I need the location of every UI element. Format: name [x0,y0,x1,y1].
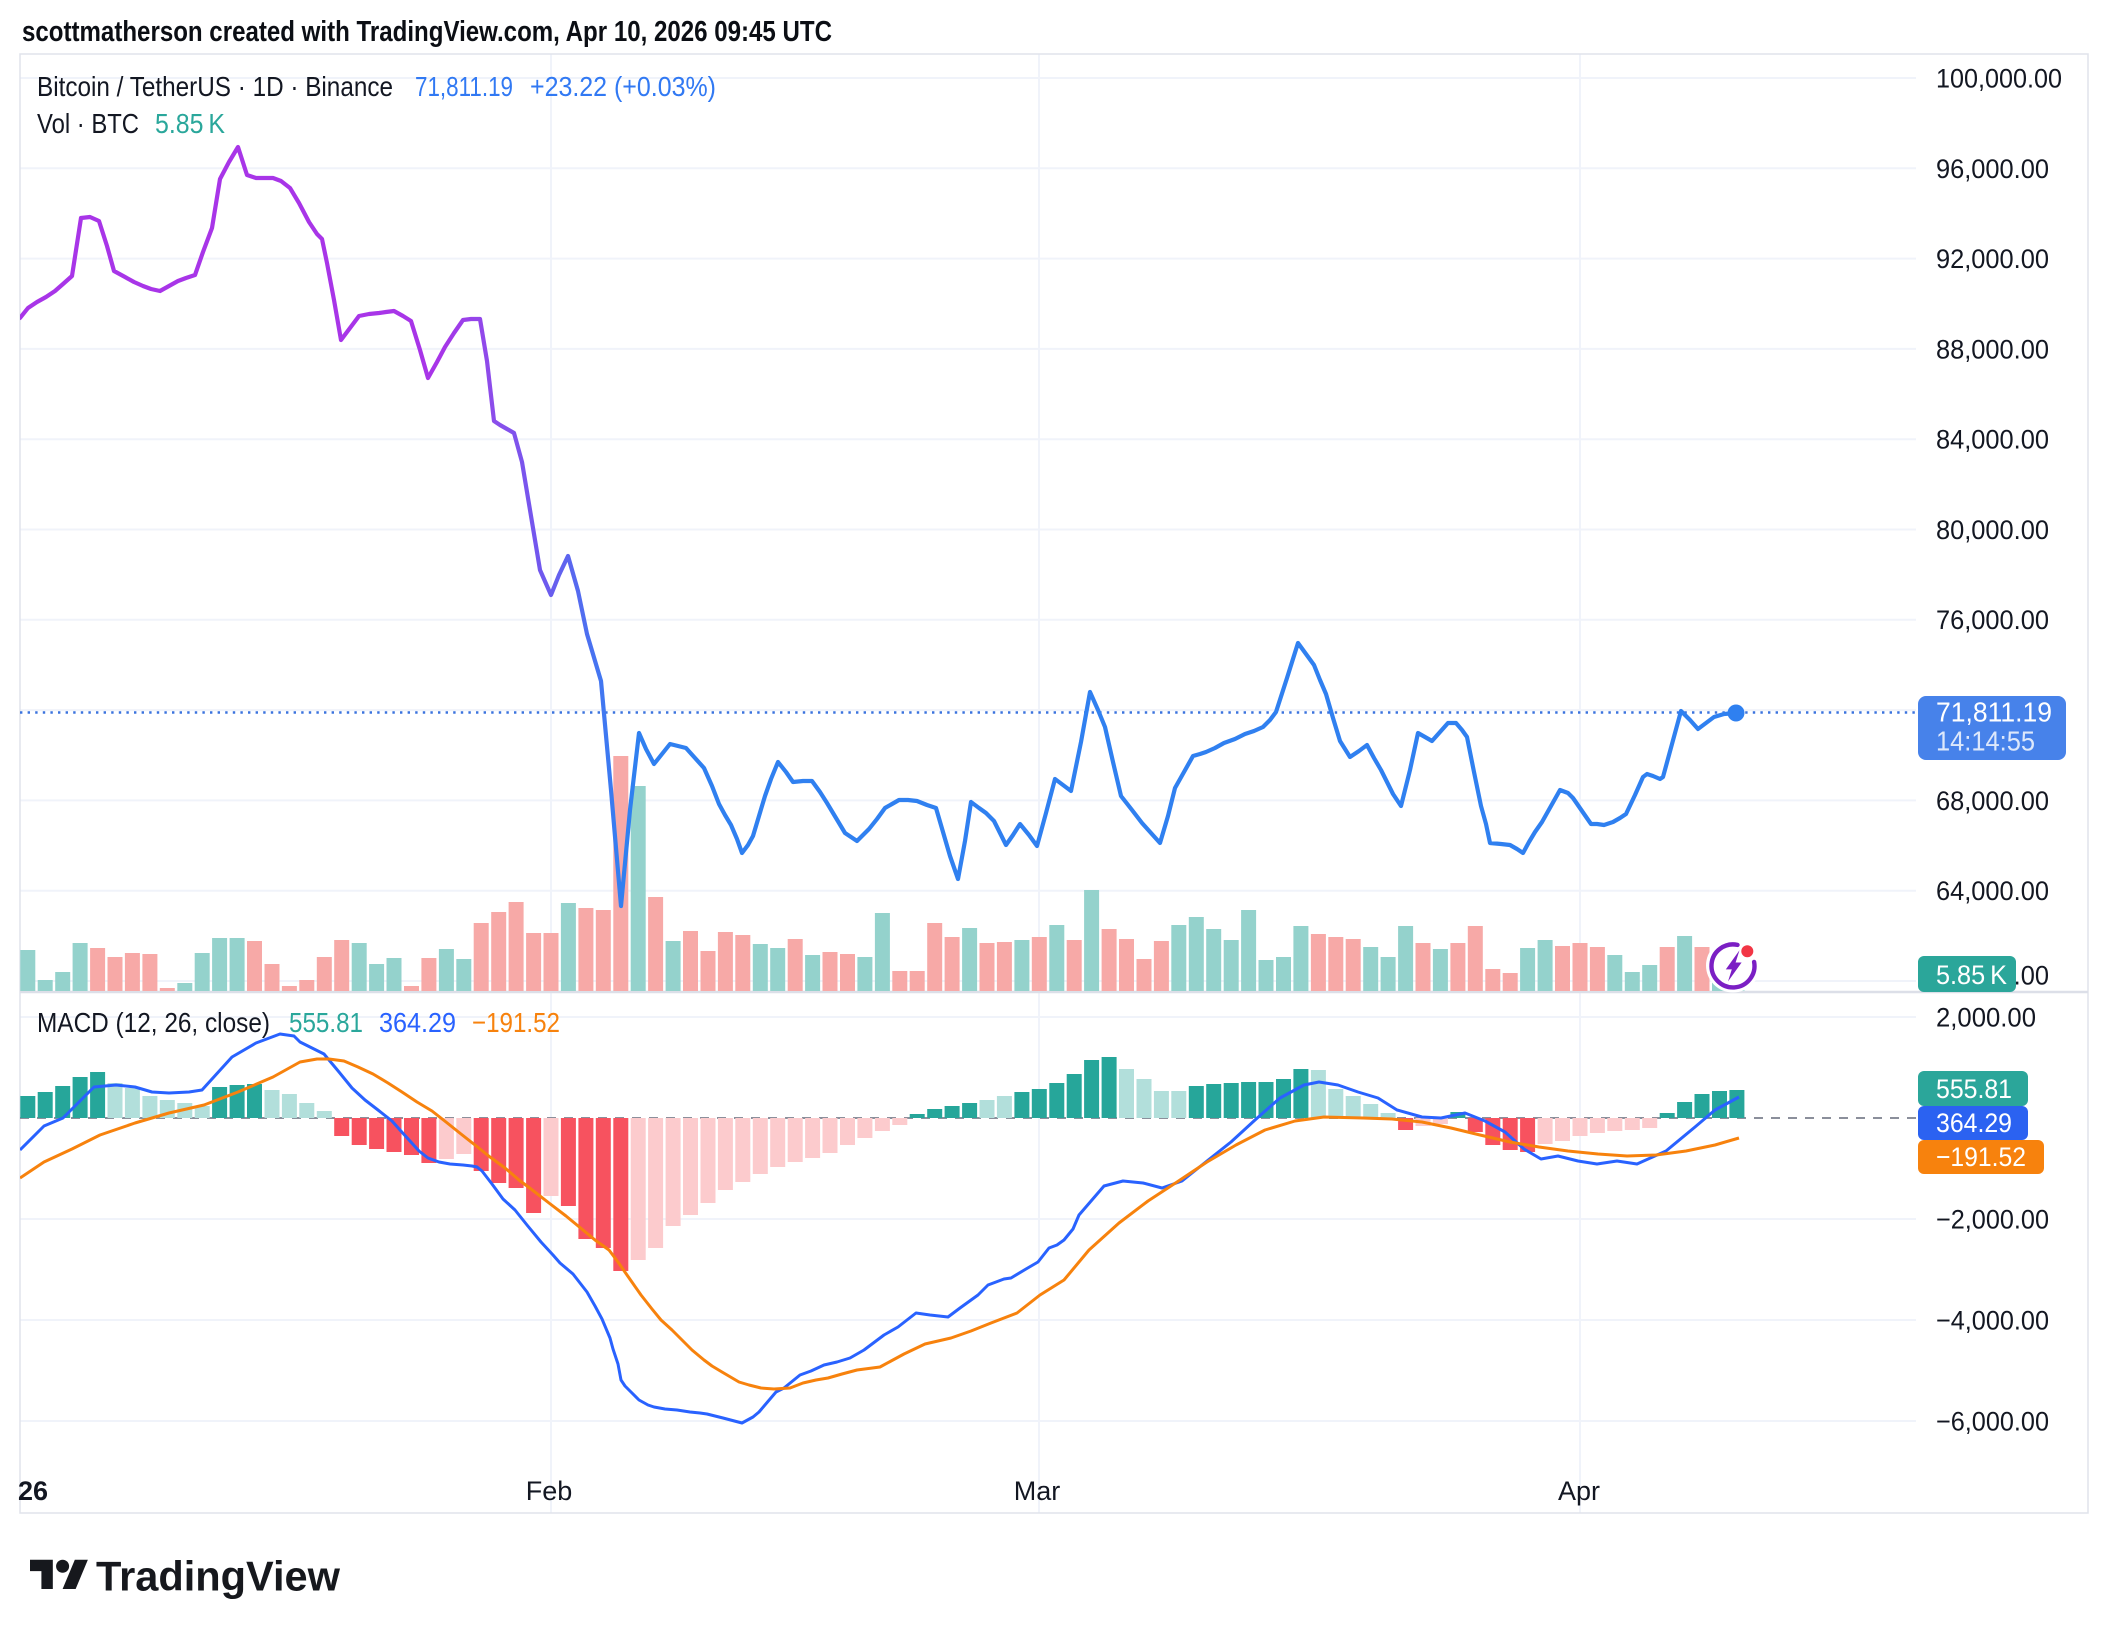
svg-text:26: 26 [18,1476,48,1506]
svg-text:Vol · BTC: Vol · BTC [37,108,139,139]
svg-text:71,811.19: 71,811.19 [1936,697,2052,728]
svg-text:68,000.00: 68,000.00 [1936,786,2049,816]
svg-text:Feb: Feb [526,1476,573,1506]
svg-text:Mar: Mar [1014,1476,1061,1506]
svg-text:80,000.00: 80,000.00 [1936,515,2049,545]
svg-text:100,000.00: 100,000.00 [1936,64,2062,94]
svg-text:555.81: 555.81 [1936,1074,2012,1104]
svg-text:92,000.00: 92,000.00 [1936,244,2049,274]
svg-text:−191.52: −191.52 [1936,1142,2026,1172]
svg-text:−191.52: −191.52 [472,1007,560,1038]
svg-text:−4,000.00: −4,000.00 [1936,1306,2049,1336]
svg-text:scottmatherson created with Tr: scottmatherson created with TradingView.… [22,16,832,48]
svg-text:Bitcoin / TetherUS · 1D · Bina: Bitcoin / TetherUS · 1D · Binance [37,71,393,102]
svg-text:TradingView: TradingView [96,1553,340,1600]
svg-text:76,000.00: 76,000.00 [1936,605,2049,635]
svg-text:71,811.19: 71,811.19 [415,71,513,102]
svg-text:64,000.00: 64,000.00 [1936,876,2049,906]
svg-text:364.29: 364.29 [1936,1108,2012,1138]
svg-text:364.29: 364.29 [379,1007,456,1038]
svg-text:Apr: Apr [1558,1476,1600,1506]
svg-text:−2,000.00: −2,000.00 [1936,1205,2049,1235]
svg-text:MACD (12, 26, close): MACD (12, 26, close) [37,1007,270,1038]
svg-text:88,000.00: 88,000.00 [1936,334,2049,364]
svg-text:2,000.00: 2,000.00 [1936,1003,2036,1033]
svg-text:5.85 K: 5.85 K [155,108,225,139]
svg-text:14:14:55: 14:14:55 [1936,726,2035,757]
svg-text:5.85 K: 5.85 K [1936,960,2007,990]
svg-text:84,000.00: 84,000.00 [1936,425,2049,455]
svg-text:+23.22 (+0.03%): +23.22 (+0.03%) [530,71,716,102]
svg-text:−6,000.00: −6,000.00 [1936,1407,2049,1437]
svg-text:555.81: 555.81 [289,1007,363,1038]
svg-text:96,000.00: 96,000.00 [1936,154,2049,184]
